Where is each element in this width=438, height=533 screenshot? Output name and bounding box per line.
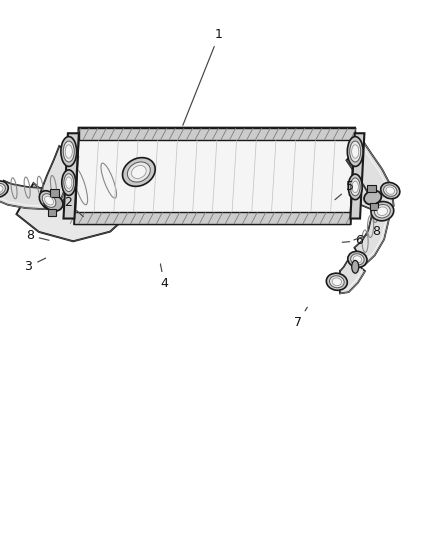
Polygon shape — [346, 143, 394, 209]
Ellipse shape — [326, 273, 347, 290]
Ellipse shape — [0, 181, 8, 197]
FancyBboxPatch shape — [370, 203, 378, 210]
Text: 8: 8 — [26, 229, 49, 242]
Ellipse shape — [332, 278, 342, 286]
Polygon shape — [64, 133, 79, 219]
Polygon shape — [41, 146, 78, 202]
Ellipse shape — [352, 181, 358, 192]
Polygon shape — [79, 128, 355, 140]
Ellipse shape — [127, 162, 150, 182]
Ellipse shape — [63, 141, 74, 162]
Ellipse shape — [353, 256, 362, 263]
FancyBboxPatch shape — [50, 189, 59, 197]
Polygon shape — [340, 257, 365, 294]
Polygon shape — [350, 133, 364, 219]
Ellipse shape — [352, 145, 359, 158]
Ellipse shape — [66, 177, 72, 189]
Ellipse shape — [352, 261, 359, 273]
Polygon shape — [0, 174, 74, 209]
Ellipse shape — [42, 193, 56, 207]
Text: 3: 3 — [25, 258, 46, 273]
Ellipse shape — [123, 158, 155, 187]
Ellipse shape — [44, 195, 63, 211]
Polygon shape — [74, 128, 355, 224]
Ellipse shape — [45, 196, 53, 205]
Ellipse shape — [381, 182, 400, 199]
Text: 1: 1 — [183, 28, 223, 125]
Ellipse shape — [65, 145, 72, 158]
Text: 2: 2 — [64, 196, 83, 216]
FancyBboxPatch shape — [48, 209, 57, 216]
Ellipse shape — [329, 276, 344, 288]
Ellipse shape — [0, 183, 5, 195]
Ellipse shape — [350, 178, 360, 196]
Ellipse shape — [351, 254, 364, 265]
Ellipse shape — [384, 185, 397, 196]
Text: 8: 8 — [354, 225, 380, 240]
Ellipse shape — [64, 174, 74, 192]
Text: 6: 6 — [342, 235, 363, 247]
Text: 5: 5 — [335, 180, 354, 200]
Polygon shape — [350, 179, 392, 209]
Ellipse shape — [131, 166, 146, 179]
Ellipse shape — [386, 187, 395, 194]
Text: 7: 7 — [294, 307, 307, 329]
Ellipse shape — [377, 207, 388, 215]
Polygon shape — [354, 196, 390, 265]
Polygon shape — [74, 212, 350, 224]
Ellipse shape — [374, 205, 390, 218]
Ellipse shape — [0, 185, 3, 193]
Ellipse shape — [364, 190, 381, 205]
Ellipse shape — [62, 170, 76, 196]
Text: 4: 4 — [160, 264, 168, 290]
Ellipse shape — [39, 191, 59, 211]
Ellipse shape — [347, 136, 363, 166]
Ellipse shape — [348, 174, 362, 200]
Ellipse shape — [350, 141, 361, 162]
Ellipse shape — [61, 136, 77, 166]
FancyBboxPatch shape — [367, 185, 376, 192]
Ellipse shape — [371, 201, 394, 221]
Polygon shape — [17, 165, 150, 241]
Ellipse shape — [348, 252, 367, 268]
